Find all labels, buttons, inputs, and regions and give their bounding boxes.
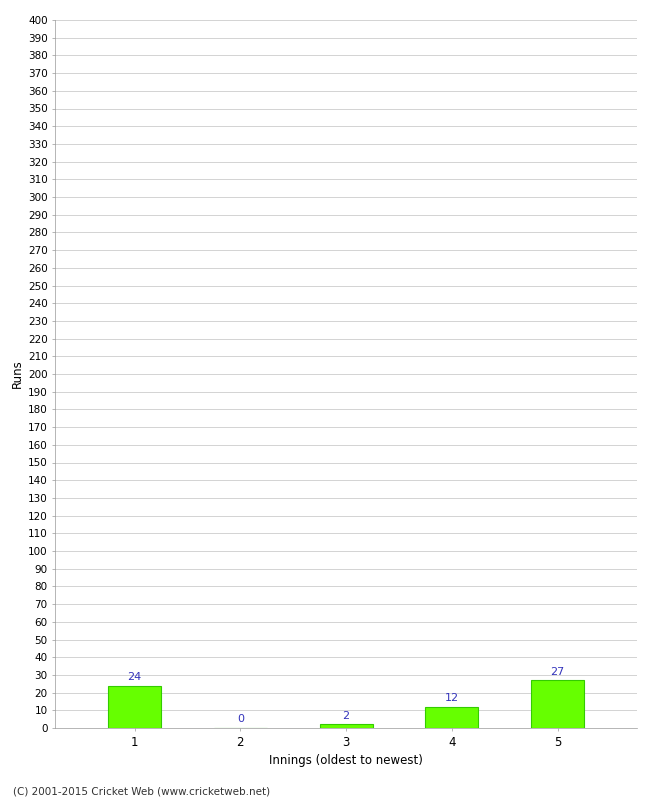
Text: 24: 24 <box>127 672 142 682</box>
Text: 0: 0 <box>237 714 244 725</box>
X-axis label: Innings (oldest to newest): Innings (oldest to newest) <box>269 754 423 767</box>
Text: 12: 12 <box>445 694 459 703</box>
Bar <box>108 686 161 728</box>
Text: 27: 27 <box>551 666 565 677</box>
Bar <box>426 706 478 728</box>
Bar <box>320 725 372 728</box>
Text: (C) 2001-2015 Cricket Web (www.cricketweb.net): (C) 2001-2015 Cricket Web (www.cricketwe… <box>13 786 270 796</box>
Bar <box>531 680 584 728</box>
Y-axis label: Runs: Runs <box>10 360 23 388</box>
Text: 2: 2 <box>343 711 350 721</box>
